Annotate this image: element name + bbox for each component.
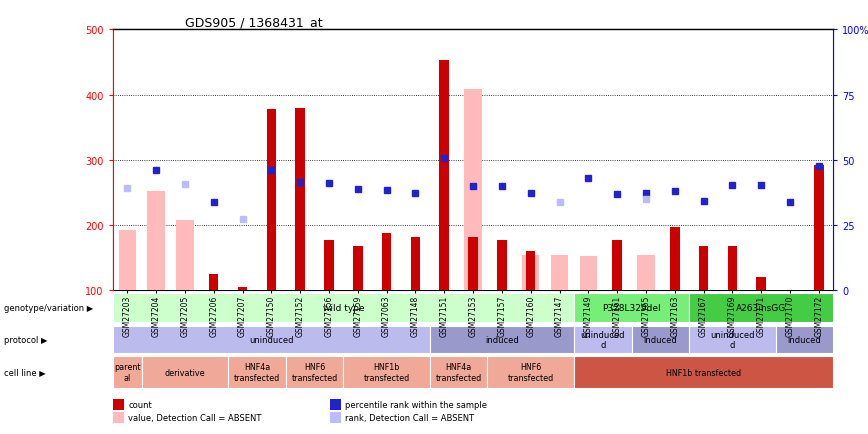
Text: rank, Detection Call = ABSENT: rank, Detection Call = ABSENT xyxy=(345,413,475,422)
Bar xyxy=(488,357,574,388)
Bar xyxy=(574,293,689,323)
Text: uninduced: uninduced xyxy=(249,335,293,344)
Text: derivative: derivative xyxy=(165,368,205,377)
Bar xyxy=(286,357,344,388)
Bar xyxy=(689,326,776,353)
Text: HNF6
transfected: HNF6 transfected xyxy=(508,362,554,382)
Bar xyxy=(637,255,654,291)
Bar xyxy=(464,90,482,291)
Bar xyxy=(325,240,333,291)
Text: HNF4a
transfected: HNF4a transfected xyxy=(233,362,280,382)
Text: A263insGG: A263insGG xyxy=(736,304,786,312)
Bar xyxy=(113,326,430,353)
Text: uninduced
d: uninduced d xyxy=(581,330,625,349)
Bar xyxy=(119,231,136,291)
Bar xyxy=(522,255,539,291)
Text: induced: induced xyxy=(787,335,821,344)
Bar xyxy=(266,110,276,291)
Text: protocol ▶: protocol ▶ xyxy=(4,335,48,344)
Bar xyxy=(353,247,363,291)
Bar xyxy=(526,252,536,291)
Bar xyxy=(670,227,680,291)
Bar xyxy=(113,293,574,323)
Bar xyxy=(551,255,569,291)
Bar xyxy=(439,61,449,291)
Bar xyxy=(814,166,824,291)
Text: uninduced
d: uninduced d xyxy=(710,330,754,349)
Bar xyxy=(228,357,286,388)
Bar xyxy=(238,288,247,291)
Text: GDS905 / 1368431_at: GDS905 / 1368431_at xyxy=(185,16,323,29)
Text: count: count xyxy=(128,400,152,409)
Text: value, Detection Call = ABSENT: value, Detection Call = ABSENT xyxy=(128,413,262,422)
Text: percentile rank within the sample: percentile rank within the sample xyxy=(345,400,488,409)
Bar xyxy=(430,326,574,353)
Bar xyxy=(113,357,141,388)
Bar xyxy=(699,247,708,291)
Text: induced: induced xyxy=(643,335,677,344)
Bar xyxy=(776,326,833,353)
Bar xyxy=(574,357,833,388)
Bar xyxy=(689,293,833,323)
Bar xyxy=(141,357,228,388)
Bar xyxy=(632,326,689,353)
Bar xyxy=(613,240,621,291)
Text: HNF1b
transfected: HNF1b transfected xyxy=(364,362,410,382)
Bar xyxy=(757,278,766,291)
Bar xyxy=(580,256,597,291)
Text: P328L329del: P328L329del xyxy=(602,304,661,312)
Text: HNF1b transfected: HNF1b transfected xyxy=(666,368,741,377)
Bar xyxy=(727,247,737,291)
Text: parent
al: parent al xyxy=(114,362,141,382)
Bar xyxy=(382,233,391,291)
Text: wild type: wild type xyxy=(323,304,365,312)
Text: induced: induced xyxy=(485,335,519,344)
Bar xyxy=(574,326,632,353)
Bar xyxy=(295,108,305,291)
Bar xyxy=(148,192,165,291)
Bar xyxy=(411,237,420,291)
Text: HNF6
transfected: HNF6 transfected xyxy=(292,362,338,382)
Bar xyxy=(209,274,219,291)
Bar xyxy=(176,220,194,291)
Text: cell line ▶: cell line ▶ xyxy=(4,368,46,377)
Text: genotype/variation ▶: genotype/variation ▶ xyxy=(4,304,94,312)
Bar xyxy=(497,240,507,291)
Bar xyxy=(344,357,430,388)
Text: HNF4a
transfected: HNF4a transfected xyxy=(436,362,482,382)
Bar xyxy=(469,237,477,291)
Bar xyxy=(430,357,488,388)
